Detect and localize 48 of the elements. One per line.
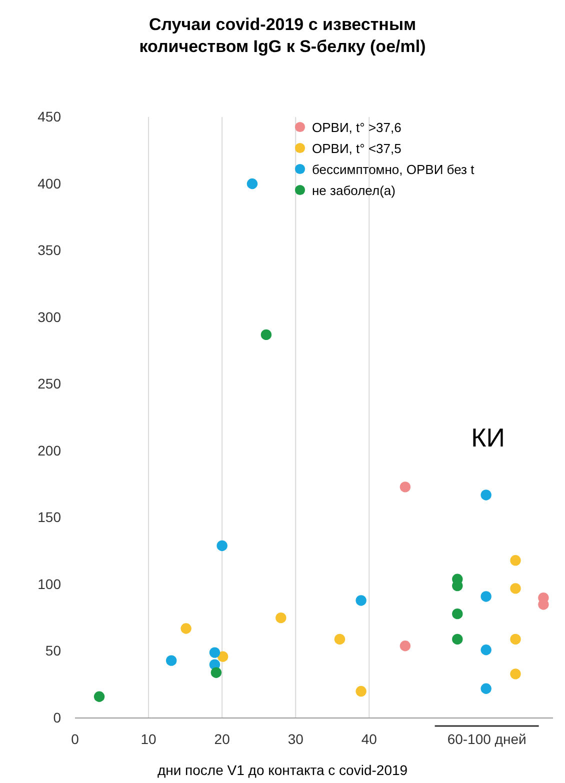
point [452, 634, 463, 645]
y-tick-label: 100 [38, 576, 62, 592]
point [480, 591, 492, 602]
point [510, 634, 521, 645]
legend-label: ОРВИ, t° >37,6 [312, 120, 402, 135]
point [510, 583, 521, 594]
point [480, 683, 492, 694]
x-tick-label: 20 [214, 730, 230, 747]
point [276, 612, 286, 624]
x-axis-title: дни после V1 до контакта с covid-2019 [157, 762, 408, 778]
chart-title: Случаи covid-2019 с известным количеством IgG к S-белку (oe/ml) [139, 15, 426, 56]
point [334, 634, 346, 645]
x-tick-label: 40 [361, 730, 378, 747]
y-tick-label: 350 [38, 242, 62, 258]
y-tick-label: 150 [38, 509, 62, 526]
point [94, 691, 105, 702]
y-tick-label: 400 [38, 175, 62, 192]
x-tick-label: 10 [140, 730, 157, 747]
y-tick-label: 50 [45, 642, 62, 659]
y-tick-label: 200 [38, 442, 62, 458]
legend-label: не заболел(а) [312, 183, 396, 198]
point [400, 482, 411, 492]
legend-label: ОРВИ, t° <37,5 [312, 141, 402, 156]
point [510, 668, 521, 680]
y-tick-label: 250 [38, 376, 62, 392]
point [356, 595, 366, 606]
point [180, 623, 192, 634]
point [210, 667, 222, 678]
x-tick-label: 0 [71, 730, 80, 747]
y-tick-label: 0 [53, 709, 62, 726]
legend-label: бессимптомно, ОРВИ без t [312, 162, 475, 177]
point [216, 540, 228, 552]
point [452, 608, 463, 620]
y-tick-label: 300 [38, 308, 62, 325]
y-tick-label: 450 [38, 108, 62, 124]
point [209, 647, 220, 658]
annotation: КИ [471, 422, 505, 452]
point [480, 644, 492, 656]
point [510, 555, 521, 566]
x-tick-label: 30 [288, 730, 304, 747]
point [400, 640, 411, 652]
point [260, 329, 272, 340]
x-tick-label: 60-100 дней [447, 730, 526, 747]
point [166, 655, 177, 666]
point [246, 178, 258, 190]
point [356, 686, 366, 697]
point [480, 490, 492, 500]
point [217, 651, 228, 662]
